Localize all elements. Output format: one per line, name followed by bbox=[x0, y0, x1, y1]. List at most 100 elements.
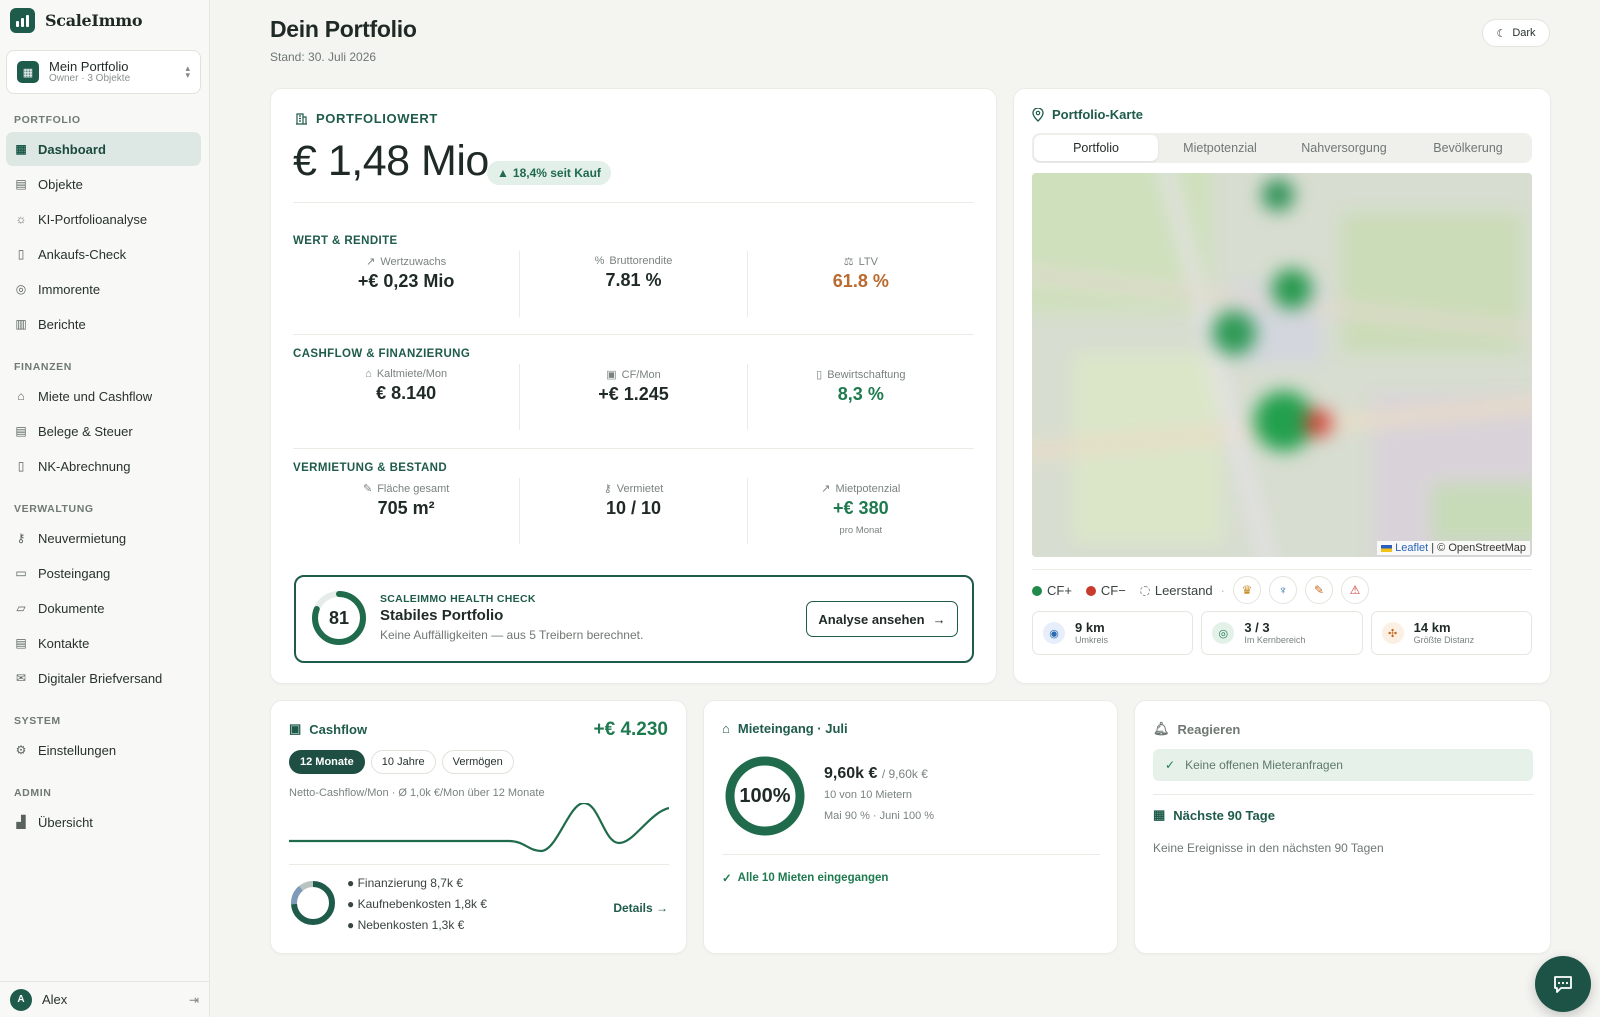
nav-section-finanzen: FINANZEN bbox=[14, 361, 72, 373]
sidebar-item-ki-portfolioanalyse[interactable]: ☼ KI-Portfolioanalyse bbox=[6, 202, 201, 236]
page-subtitle: Stand: 30. Juli 2026 bbox=[270, 50, 377, 64]
tab-12-monate[interactable]: 12 Monate bbox=[289, 750, 365, 774]
metric-label: LTV bbox=[858, 255, 878, 268]
map-canvas[interactable]: Leaflet | © OpenStreetMap bbox=[1032, 173, 1532, 557]
portfolio-value-heading-label: PORTFOLIOWERT bbox=[316, 111, 438, 126]
metric-value: € 8.140 bbox=[376, 383, 437, 403]
sidebar-item-label: Dashboard bbox=[38, 141, 106, 157]
rent-status: ✓ Alle 10 Mieten eingegangen bbox=[722, 871, 888, 885]
gear-icon: ⚙ bbox=[15, 743, 27, 757]
metric-value: 705 m² bbox=[377, 498, 435, 518]
analyse-button-label: Analyse ansehen bbox=[818, 611, 925, 627]
sidebar-item-kontakte[interactable]: ▤ Kontakte bbox=[6, 626, 201, 660]
arrow-right-icon: → bbox=[932, 611, 946, 627]
tab-bevoelkerung[interactable]: Bevölkerung bbox=[1433, 141, 1503, 155]
document-icon: ▯ bbox=[17, 459, 25, 473]
value-change-label: 18,4% seit Kauf bbox=[512, 166, 601, 180]
check-icon: ✓ bbox=[1165, 758, 1176, 772]
metric-wertzuwachs: ↗ Wertzuwachs +€ 0,23 Mio bbox=[293, 251, 519, 317]
analyse-button[interactable]: Analyse ansehen → bbox=[806, 601, 958, 637]
health-kicker: SCALEIMMO HEALTH CHECK bbox=[380, 593, 536, 605]
breakdown-item: ● Finanzierung 8,7k € bbox=[347, 876, 463, 890]
metric-value: 10 / 10 bbox=[605, 498, 662, 518]
divider bbox=[1153, 794, 1533, 795]
crown-icon[interactable]: ♛ bbox=[1233, 576, 1262, 604]
chevron-up-down-icon: ▴ ▾ bbox=[185, 62, 190, 80]
sidebar-item-berichte[interactable]: ▥ Berichte bbox=[6, 307, 201, 341]
sidebar-item-label: Einstellungen bbox=[38, 742, 117, 758]
lightbulb-icon: ☼ bbox=[15, 212, 27, 226]
trophy-icon[interactable]: ♆ bbox=[1269, 576, 1298, 604]
alert-icon[interactable]: ⚠ bbox=[1341, 576, 1370, 604]
metric-kaltmiete: ⌂ Kaltmiete/Mon € 8.140 bbox=[293, 364, 519, 430]
cashflow-total: +€ 4.230 bbox=[593, 719, 669, 740]
section-label-wert-rendite: WERT & RENDITE bbox=[293, 235, 398, 247]
portfolio-map-card: Portfolio-Karte Portfolio Mietpotenzial … bbox=[1013, 88, 1551, 684]
sidebar-item-label: Dokumente bbox=[38, 600, 105, 616]
value-change-badge: ▲ 18,4% seit Kauf bbox=[487, 161, 611, 185]
metric-label: CF/Mon bbox=[621, 368, 661, 381]
nav-section-admin: ADMIN bbox=[14, 787, 52, 799]
cashflow-details-link[interactable]: Details → bbox=[613, 901, 668, 915]
sidebar-item-objekte[interactable]: ▤ Objekte bbox=[6, 167, 201, 201]
receipt-icon: ▤ bbox=[15, 424, 27, 438]
sidebar-item-dashboard[interactable]: ▦ Dashboard bbox=[6, 132, 201, 166]
sidebar-item-ankaufs-check[interactable]: ▯ Ankaufs-Check bbox=[6, 237, 201, 271]
logout-icon[interactable]: ⇥ bbox=[188, 992, 199, 1007]
react-heading: 🔔︎ Reagieren bbox=[1153, 721, 1240, 737]
divider bbox=[289, 864, 669, 865]
sidebar-item-miete-und-cashflow[interactable]: ⌂ Miete und Cashflow bbox=[6, 379, 201, 413]
house-icon: ⌂ bbox=[722, 721, 730, 736]
building-icon: ▤ bbox=[15, 177, 27, 191]
wrench-icon[interactable]: ✎ bbox=[1305, 576, 1334, 604]
user-name: Alex bbox=[42, 992, 68, 1007]
sidebar-item-uebersicht[interactable]: ▟ Übersicht bbox=[6, 805, 201, 839]
rent-income-title: Mieteingang · Juli bbox=[737, 721, 848, 736]
tab-mietpotenzial[interactable]: Mietpotenzial bbox=[1183, 141, 1257, 155]
tab-vermoegen[interactable]: Vermögen bbox=[441, 750, 514, 774]
chat-button[interactable] bbox=[1535, 956, 1591, 1012]
rent-trend: Mai 90 % · Juni 100 % bbox=[824, 810, 935, 822]
tab-portfolio[interactable]: Portfolio bbox=[1034, 135, 1158, 161]
report-icon: ▥ bbox=[15, 317, 27, 331]
sidebar-item-einstellungen[interactable]: ⚙ Einstellungen bbox=[6, 733, 201, 767]
leaflet-link[interactable]: Leaflet bbox=[1395, 542, 1429, 554]
target-icon: ◎ bbox=[1212, 622, 1235, 644]
metric-ltv: ⚖ LTV 61.8 % bbox=[746, 251, 974, 317]
sidebar-item-belege-steuer[interactable]: ▤ Belege & Steuer bbox=[6, 414, 201, 448]
sidebar-item-digitaler-briefversand[interactable]: ✉ Digitaler Briefversand bbox=[6, 661, 201, 695]
metrics-row-cashflow: ⌂ Kaltmiete/Mon € 8.140 ▣ CF/Mon +€ 1.245 … bbox=[293, 364, 974, 430]
health-description: Keine Auffälligkeiten — aus 5 Treibern b… bbox=[380, 628, 644, 642]
sidebar-item-nk-abrechnung[interactable]: ▯ NK-Abrechnung bbox=[6, 449, 201, 483]
metric-value: 7.81 % bbox=[605, 270, 662, 290]
user-menu[interactable]: A Alex ⇥ bbox=[0, 981, 209, 1017]
location-icon: ◉ bbox=[1043, 622, 1065, 644]
divider bbox=[293, 334, 974, 335]
brand[interactable]: ScaleImmo bbox=[0, 0, 209, 40]
sidebar-item-dokumente[interactable]: ▱ Dokumente bbox=[6, 591, 201, 625]
tab-10-jahre[interactable]: 10 Jahre bbox=[370, 750, 436, 774]
ruler-icon: ✎ bbox=[362, 483, 373, 495]
dashboard-icon: ▦ bbox=[15, 142, 27, 156]
stat-value: 14 km bbox=[1413, 619, 1451, 635]
theme-toggle-button[interactable]: ☾ Dark bbox=[1482, 19, 1550, 47]
sidebar-item-posteingang[interactable]: ▭ Posteingang bbox=[6, 556, 201, 590]
legend-cf-positive: CF+ bbox=[1032, 583, 1072, 598]
sidebar-item-label: Miete und Cashflow bbox=[38, 388, 153, 404]
sidebar-item-label: NK-Abrechnung bbox=[38, 458, 131, 474]
legend-cf-negative: CF− bbox=[1085, 583, 1126, 598]
target-icon: ◎ bbox=[15, 282, 27, 296]
portfolio-switcher-title: Mein Portfolio bbox=[49, 58, 129, 74]
sidebar-item-neuvermietung[interactable]: ⚷ Neuvermietung bbox=[6, 521, 201, 555]
tab-nahversorgung[interactable]: Nahversorgung bbox=[1301, 141, 1387, 155]
upcoming-heading: ▦ Nächste 90 Tage bbox=[1153, 807, 1275, 823]
trending-up-icon: ↗ bbox=[821, 483, 831, 495]
portfolio-switcher[interactable]: ▦ Mein Portfolio Owner · 3 Objekte ▴ ▾ bbox=[6, 50, 201, 94]
cashflow-subtitle: Netto-Cashflow/Mon · Ø 1,0k €/Mon über 1… bbox=[289, 787, 545, 799]
metric-value: +€ 1.245 bbox=[598, 384, 669, 404]
main-content: Dein Portfolio Stand: 30. Juli 2026 ☾ Da… bbox=[210, 0, 1600, 1017]
sidebar-item-immorente[interactable]: ◎ Immorente bbox=[6, 272, 201, 306]
scale-icon: ⚖ bbox=[843, 256, 854, 268]
rent-status-label: Alle 10 Mieten eingegangen bbox=[737, 872, 889, 884]
health-score-ring bbox=[312, 591, 366, 645]
